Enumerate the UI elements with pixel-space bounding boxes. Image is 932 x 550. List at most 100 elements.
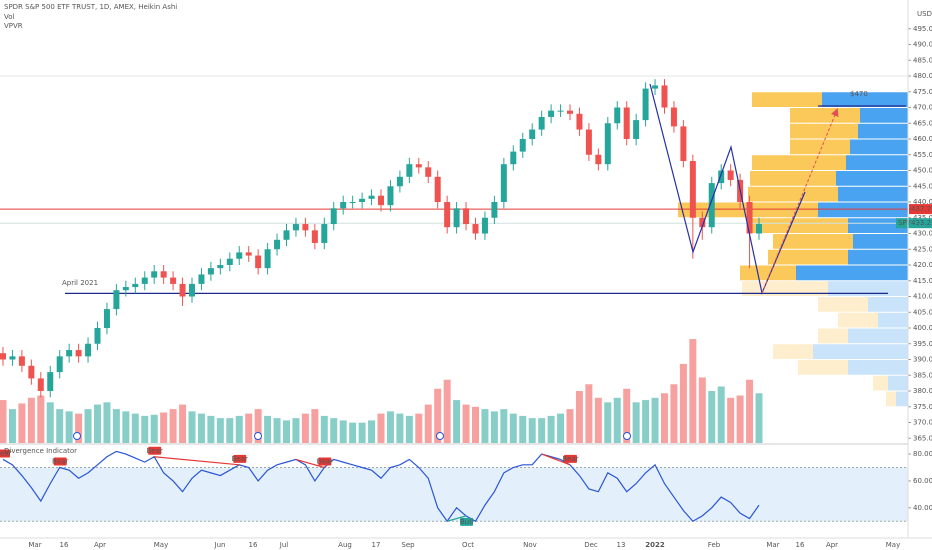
signal-tag	[53, 457, 67, 466]
volume-bar	[405, 415, 413, 443]
profile-down	[818, 297, 868, 312]
profile-up	[848, 218, 908, 233]
candle-body	[406, 164, 413, 177]
volume-bar	[197, 413, 205, 443]
volume-bar	[207, 415, 215, 443]
volume-bar	[528, 418, 536, 443]
indicator-label: Vol	[4, 13, 15, 21]
candle-body	[708, 183, 715, 228]
y-tick-label: 430.00	[913, 230, 932, 238]
profile-up	[848, 360, 908, 375]
profile-down	[752, 155, 846, 170]
profile-down	[742, 281, 828, 296]
profile-down	[873, 375, 888, 391]
profile-down	[790, 123, 858, 139]
profile-down	[750, 171, 836, 186]
volume-bar	[188, 411, 196, 443]
candle-body	[170, 277, 177, 284]
candle-body	[9, 356, 16, 360]
volume-bar	[18, 403, 26, 443]
volume-bar	[736, 395, 744, 443]
volume-bar	[330, 418, 338, 443]
oscillator-line	[2, 450, 760, 523]
profile-up	[838, 186, 908, 202]
x-tick-label: Jul	[279, 541, 289, 549]
x-tick-label: Aug	[338, 541, 352, 549]
event-icon	[73, 432, 81, 440]
volume-bar	[301, 413, 309, 443]
y-tick-label: 465.00	[913, 119, 932, 127]
volume-bar	[472, 406, 479, 443]
volume-bar	[0, 400, 7, 443]
candle-body	[444, 202, 451, 228]
candle-body	[47, 372, 54, 391]
oscillator-title: Divergence Indicator	[4, 447, 77, 455]
profile-up	[848, 249, 908, 265]
candle-body	[0, 353, 6, 360]
x-tick-label: Oct	[462, 541, 474, 549]
candle-body	[670, 107, 677, 127]
volume-bar	[727, 397, 735, 443]
candle-body	[321, 224, 328, 243]
x-tick-label: 16	[249, 541, 258, 549]
candle-body	[132, 283, 139, 288]
y-tick-label: 365.00	[913, 434, 932, 442]
signal-tag	[460, 517, 474, 526]
volume-bar	[613, 397, 621, 443]
volume-bar	[623, 388, 631, 443]
candle-body	[472, 224, 479, 234]
profile-up	[853, 234, 908, 249]
volume-bar	[462, 404, 470, 443]
candle-body	[633, 120, 640, 139]
candle-body	[491, 202, 498, 218]
x-tick-label: 2022	[645, 541, 665, 549]
candle-body	[85, 343, 92, 357]
volume-bar	[594, 397, 602, 443]
candle-body	[189, 283, 195, 297]
x-tick-label: Nov	[523, 541, 537, 549]
profile-up	[836, 171, 908, 186]
volume-bar	[585, 384, 593, 443]
profile-down	[838, 312, 878, 328]
annotation: April 2021	[62, 279, 98, 287]
level-tag	[909, 204, 932, 215]
profile-up	[896, 391, 908, 407]
signal-tag	[148, 446, 162, 455]
candle-body	[614, 107, 621, 124]
candle-body	[576, 113, 583, 130]
volume-bar	[56, 409, 64, 443]
volume-bar	[46, 402, 54, 443]
volume-bar	[368, 420, 376, 443]
level-tag-label: 437.75	[911, 205, 932, 213]
candle-body	[255, 255, 262, 269]
divergence-line	[295, 458, 325, 469]
event-icon	[254, 432, 262, 440]
volume-bar	[519, 415, 527, 443]
volume-bar	[453, 400, 461, 443]
candle-body	[415, 164, 422, 168]
volume-bar	[311, 409, 319, 443]
x-tick-label: 17	[372, 541, 381, 549]
x-tick-label: Sep	[401, 541, 415, 549]
y-tick-label: 480.00	[913, 72, 932, 80]
volume-bar	[377, 413, 385, 443]
candle-body	[349, 202, 356, 203]
volume-bar	[245, 413, 253, 443]
x-tick-label: Mar	[766, 541, 779, 549]
profile-down	[790, 108, 860, 123]
signal-label: Bull	[460, 518, 473, 526]
volume-bar	[358, 422, 366, 443]
volume-bar	[670, 384, 678, 443]
volume-bar	[604, 402, 612, 443]
candle-body	[226, 258, 233, 265]
profile-down	[773, 344, 813, 359]
signal-tag	[564, 454, 577, 463]
osc-tick-label: 80.00	[913, 450, 932, 458]
candle-body	[689, 161, 696, 218]
oscillator-band	[0, 467, 908, 522]
currency-label: USD	[917, 10, 932, 18]
candle-body	[718, 170, 725, 184]
volume-bar	[547, 415, 555, 443]
candle-body	[37, 378, 44, 391]
